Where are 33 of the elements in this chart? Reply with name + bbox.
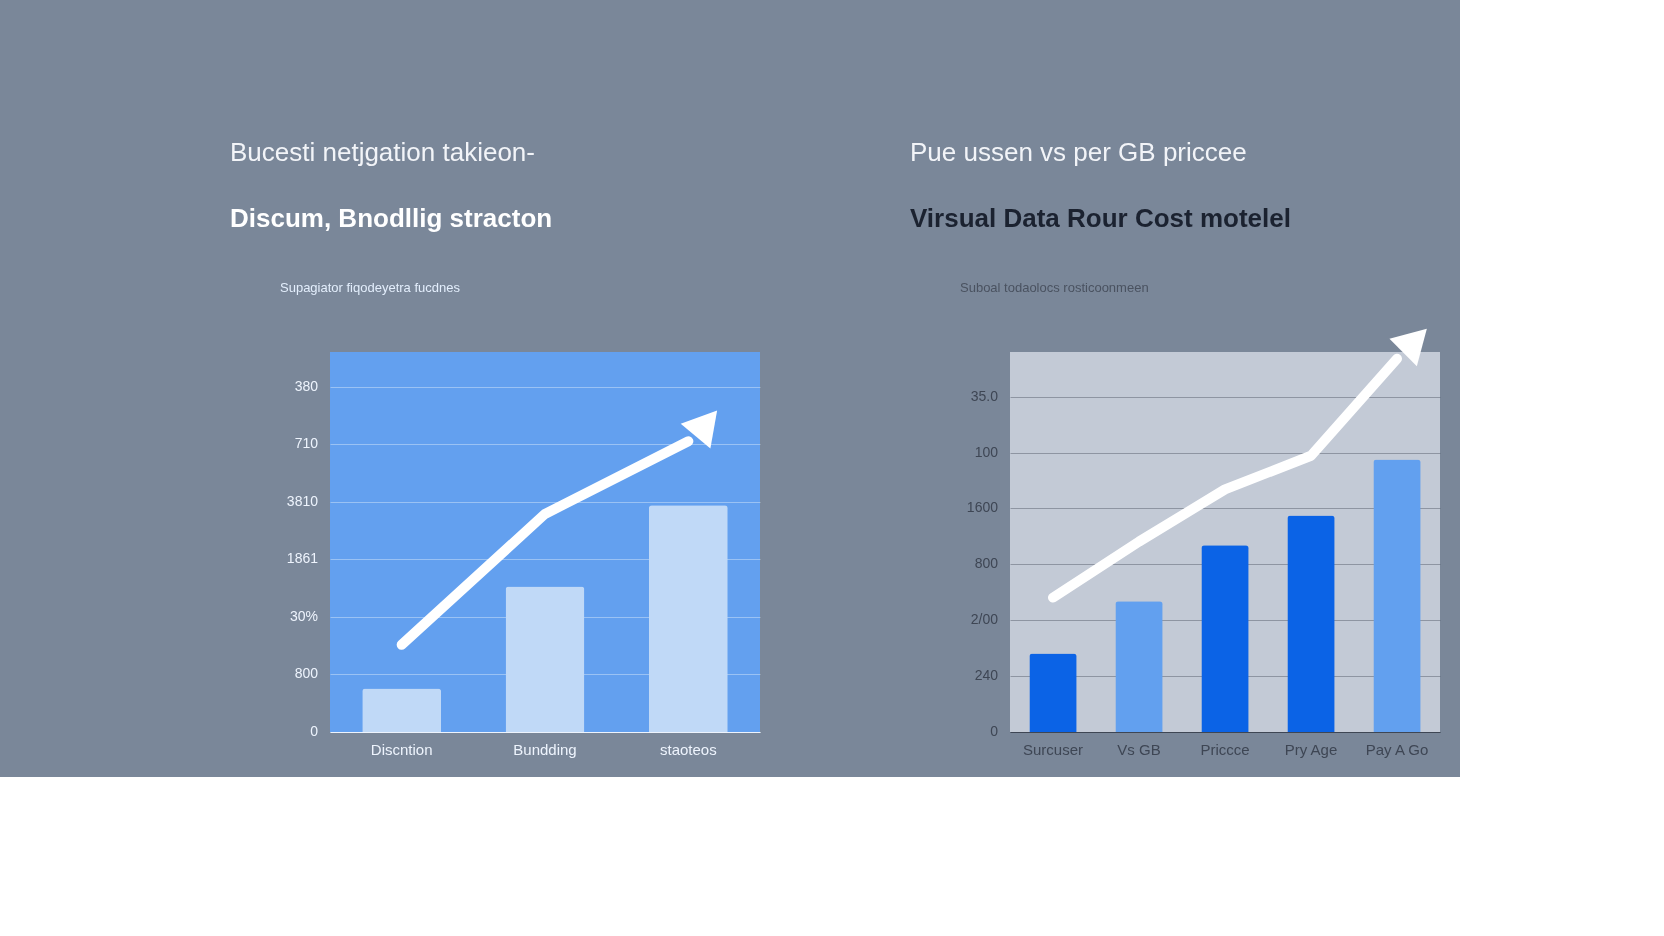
bar bbox=[1201, 545, 1249, 732]
chart-subtitle: Virsual Data Rour Cost motelel bbox=[910, 203, 1291, 233]
x-tick-label: Discntion bbox=[370, 740, 433, 758]
text: Supagiator fiqodeyetra fucdnes bbox=[280, 280, 461, 295]
text: 380 bbox=[294, 377, 319, 394]
text: 35.0 bbox=[970, 387, 999, 404]
text: 0 bbox=[990, 723, 999, 739]
text: 800 bbox=[974, 555, 999, 572]
text: 1861 bbox=[286, 550, 319, 567]
chart-subtitle: Discum, Bnodllig stracton bbox=[230, 203, 553, 233]
chart-title: Pue ussen vs per GB priccee bbox=[910, 137, 1247, 167]
text: 1600 bbox=[966, 499, 999, 516]
x-tick-label: Pay A Go bbox=[1365, 740, 1429, 758]
chart-title: Bucesti netjgation takieon- bbox=[230, 137, 535, 167]
x-tick-label: Pry Age bbox=[1284, 740, 1338, 758]
x-tick-label: Surcuser bbox=[1022, 740, 1084, 758]
x-tick-label: Priccce bbox=[1200, 740, 1250, 758]
bar bbox=[1287, 515, 1335, 732]
text: 2/00 bbox=[970, 611, 999, 628]
text: 800 bbox=[294, 665, 319, 682]
text: 3810 bbox=[286, 492, 319, 509]
bar bbox=[1115, 601, 1163, 732]
text: 100 bbox=[974, 443, 999, 460]
text: 710 bbox=[294, 435, 319, 452]
x-tick-label: staoteos bbox=[659, 740, 717, 758]
text: 240 bbox=[974, 667, 999, 684]
bar bbox=[1373, 459, 1421, 732]
text: Suboal todaolocs rosticoonmeen bbox=[960, 280, 1149, 295]
x-tick-label: Vs GB bbox=[1117, 740, 1161, 758]
bar bbox=[1029, 653, 1077, 732]
text: 30% bbox=[289, 607, 318, 624]
text: 0 bbox=[310, 723, 319, 739]
x-tick-label: Bundding bbox=[513, 740, 577, 758]
